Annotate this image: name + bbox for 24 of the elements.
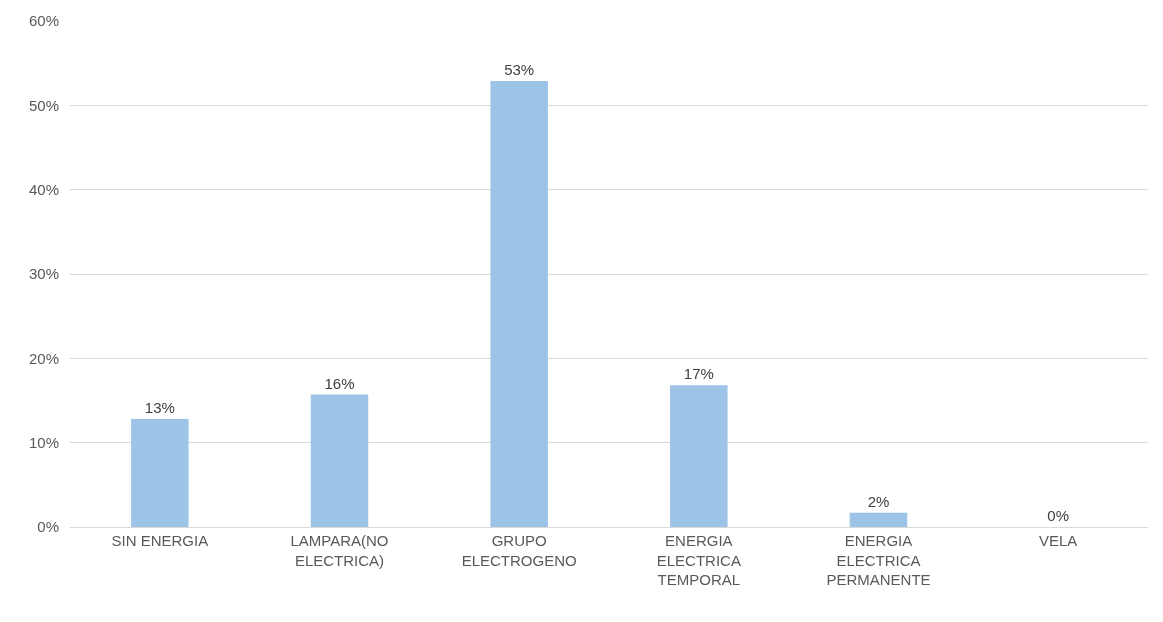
bar [670, 385, 728, 527]
x-tick-label: VELA [1038, 532, 1078, 549]
bar [849, 512, 908, 527]
y-tick-label: 50% [28, 96, 59, 114]
x-tick-label: ENERGIA ELECTRICA PERMANENTE [826, 532, 931, 588]
x-tick-label: SIN ENERGIA [111, 532, 209, 549]
x-tick-label: LAMPARA(NO ELECTRICA) [290, 532, 389, 569]
x-tick-label: GRUPO ELECTROGENO [461, 532, 577, 569]
y-tick-label: 0% [37, 518, 59, 536]
data-label: 13% [144, 399, 175, 417]
data-label: 2% [867, 492, 890, 510]
x-tick-label: ENERGIA ELECTRICA TEMPORAL [656, 532, 741, 588]
y-tick-label: 40% [28, 180, 59, 198]
data-label: 0% [1047, 507, 1070, 524]
bar [131, 419, 189, 527]
data-label: 53% [504, 60, 535, 78]
y-tick-label: 60% [28, 12, 59, 30]
y-tick-label: 30% [28, 265, 59, 283]
bar [310, 394, 369, 527]
y-tick-label: 20% [28, 349, 59, 367]
data-label: 16% [324, 374, 355, 392]
data-label: 17% [683, 365, 714, 383]
y-tick-label: 10% [28, 433, 59, 451]
bar [490, 80, 548, 527]
